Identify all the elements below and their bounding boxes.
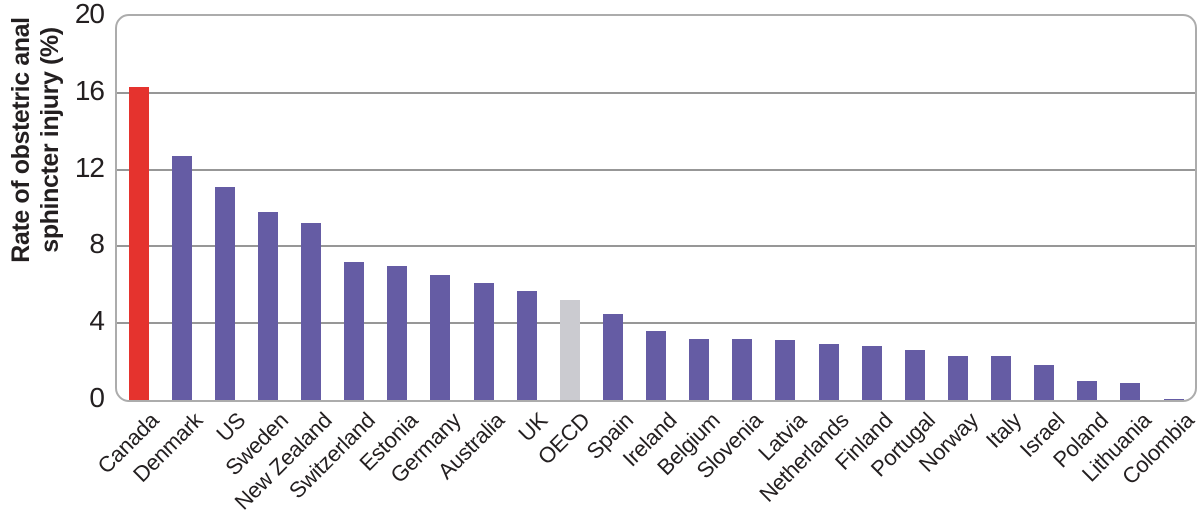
bar-netherlands [818, 344, 839, 400]
bar-us [214, 186, 235, 400]
bar-canada [128, 87, 149, 400]
y-tick-4: 4 [89, 305, 105, 337]
bar-australia [473, 282, 494, 400]
y-axis-tick-labels: 0 4 8 12 16 20 [0, 0, 105, 529]
bar-group-sweden: Sweden [221, 16, 293, 480]
gridline-8 [117, 245, 1195, 248]
bar-group-finland: Finland [830, 16, 897, 475]
y-tick-0: 0 [89, 382, 105, 413]
bar-group-latvia: Latvia [753, 16, 811, 466]
bar-group-germany: Germany [386, 16, 466, 488]
bar-group-netherlands: Netherlands [755, 16, 854, 507]
bar-finland [861, 346, 882, 400]
y-tick-16: 16 [74, 74, 105, 106]
bar-group-italy: Italy [980, 16, 1026, 453]
bar-denmark [171, 156, 192, 400]
bar-colombia [1163, 399, 1184, 400]
y-tick-12: 12 [74, 151, 105, 183]
bar-lithuania [1120, 382, 1141, 400]
bar-norway [947, 355, 968, 400]
bar-group-denmark: Denmark [128, 16, 207, 487]
bars-container: Canada Denmark US Sweden New Zealand Switzerl… [93, 16, 1199, 515]
gridline-16 [117, 91, 1195, 94]
bar-group-colombia: Colombia [1117, 16, 1199, 489]
bar-group-ireland: Ireland [618, 16, 681, 471]
bar-israel [1034, 365, 1055, 400]
bar-sweden [257, 211, 278, 400]
bar-italy [991, 355, 1012, 400]
bar-oecd [559, 300, 580, 400]
bar-group-portugal: Portugal [866, 16, 940, 482]
plot-area: Canada Denmark US Sweden New Zealand Switzerl… [93, 14, 1199, 515]
bar-uk [516, 290, 537, 400]
bar-spain [602, 313, 623, 400]
bar-estonia [387, 265, 408, 400]
bar-group-uk: UK [505, 16, 552, 446]
gridline-4 [117, 322, 1195, 325]
bar-group-us: US [203, 16, 250, 446]
bar-switzerland [344, 261, 365, 400]
bar-group-new-zealand: New Zealand [229, 16, 336, 515]
bar-group-estonia: Estonia [354, 16, 423, 476]
bar-belgium [689, 338, 710, 400]
bar-poland [1077, 380, 1098, 400]
bar-group-oecd: OECD [533, 16, 595, 469]
bar-latvia [775, 340, 796, 400]
bar-group-slovenia: Slovenia [692, 16, 768, 483]
bar-germany [430, 275, 451, 400]
y-tick-8: 8 [89, 228, 105, 260]
bar-ireland [646, 330, 667, 400]
bar-new-zealand [301, 223, 322, 400]
bar-group-norway: Norway [914, 16, 983, 477]
y-tick-20: 20 [74, 0, 105, 29]
bar-group-belgium: Belgium [652, 16, 724, 480]
gridline-12 [117, 168, 1195, 171]
bar-group-canada: Canada [93, 16, 164, 478]
bar-group-spain: Spain [582, 16, 638, 464]
bar-group-australia: Australia [433, 16, 509, 484]
bar-slovenia [732, 338, 753, 400]
bar-group-switzerland: Switzerland [284, 16, 379, 503]
bar-group-poland: Poland [1048, 16, 1113, 472]
bar-group-lithuania: Lithuania [1077, 16, 1156, 487]
bar-portugal [904, 350, 925, 400]
bar-group-israel: Israel [1015, 16, 1069, 462]
